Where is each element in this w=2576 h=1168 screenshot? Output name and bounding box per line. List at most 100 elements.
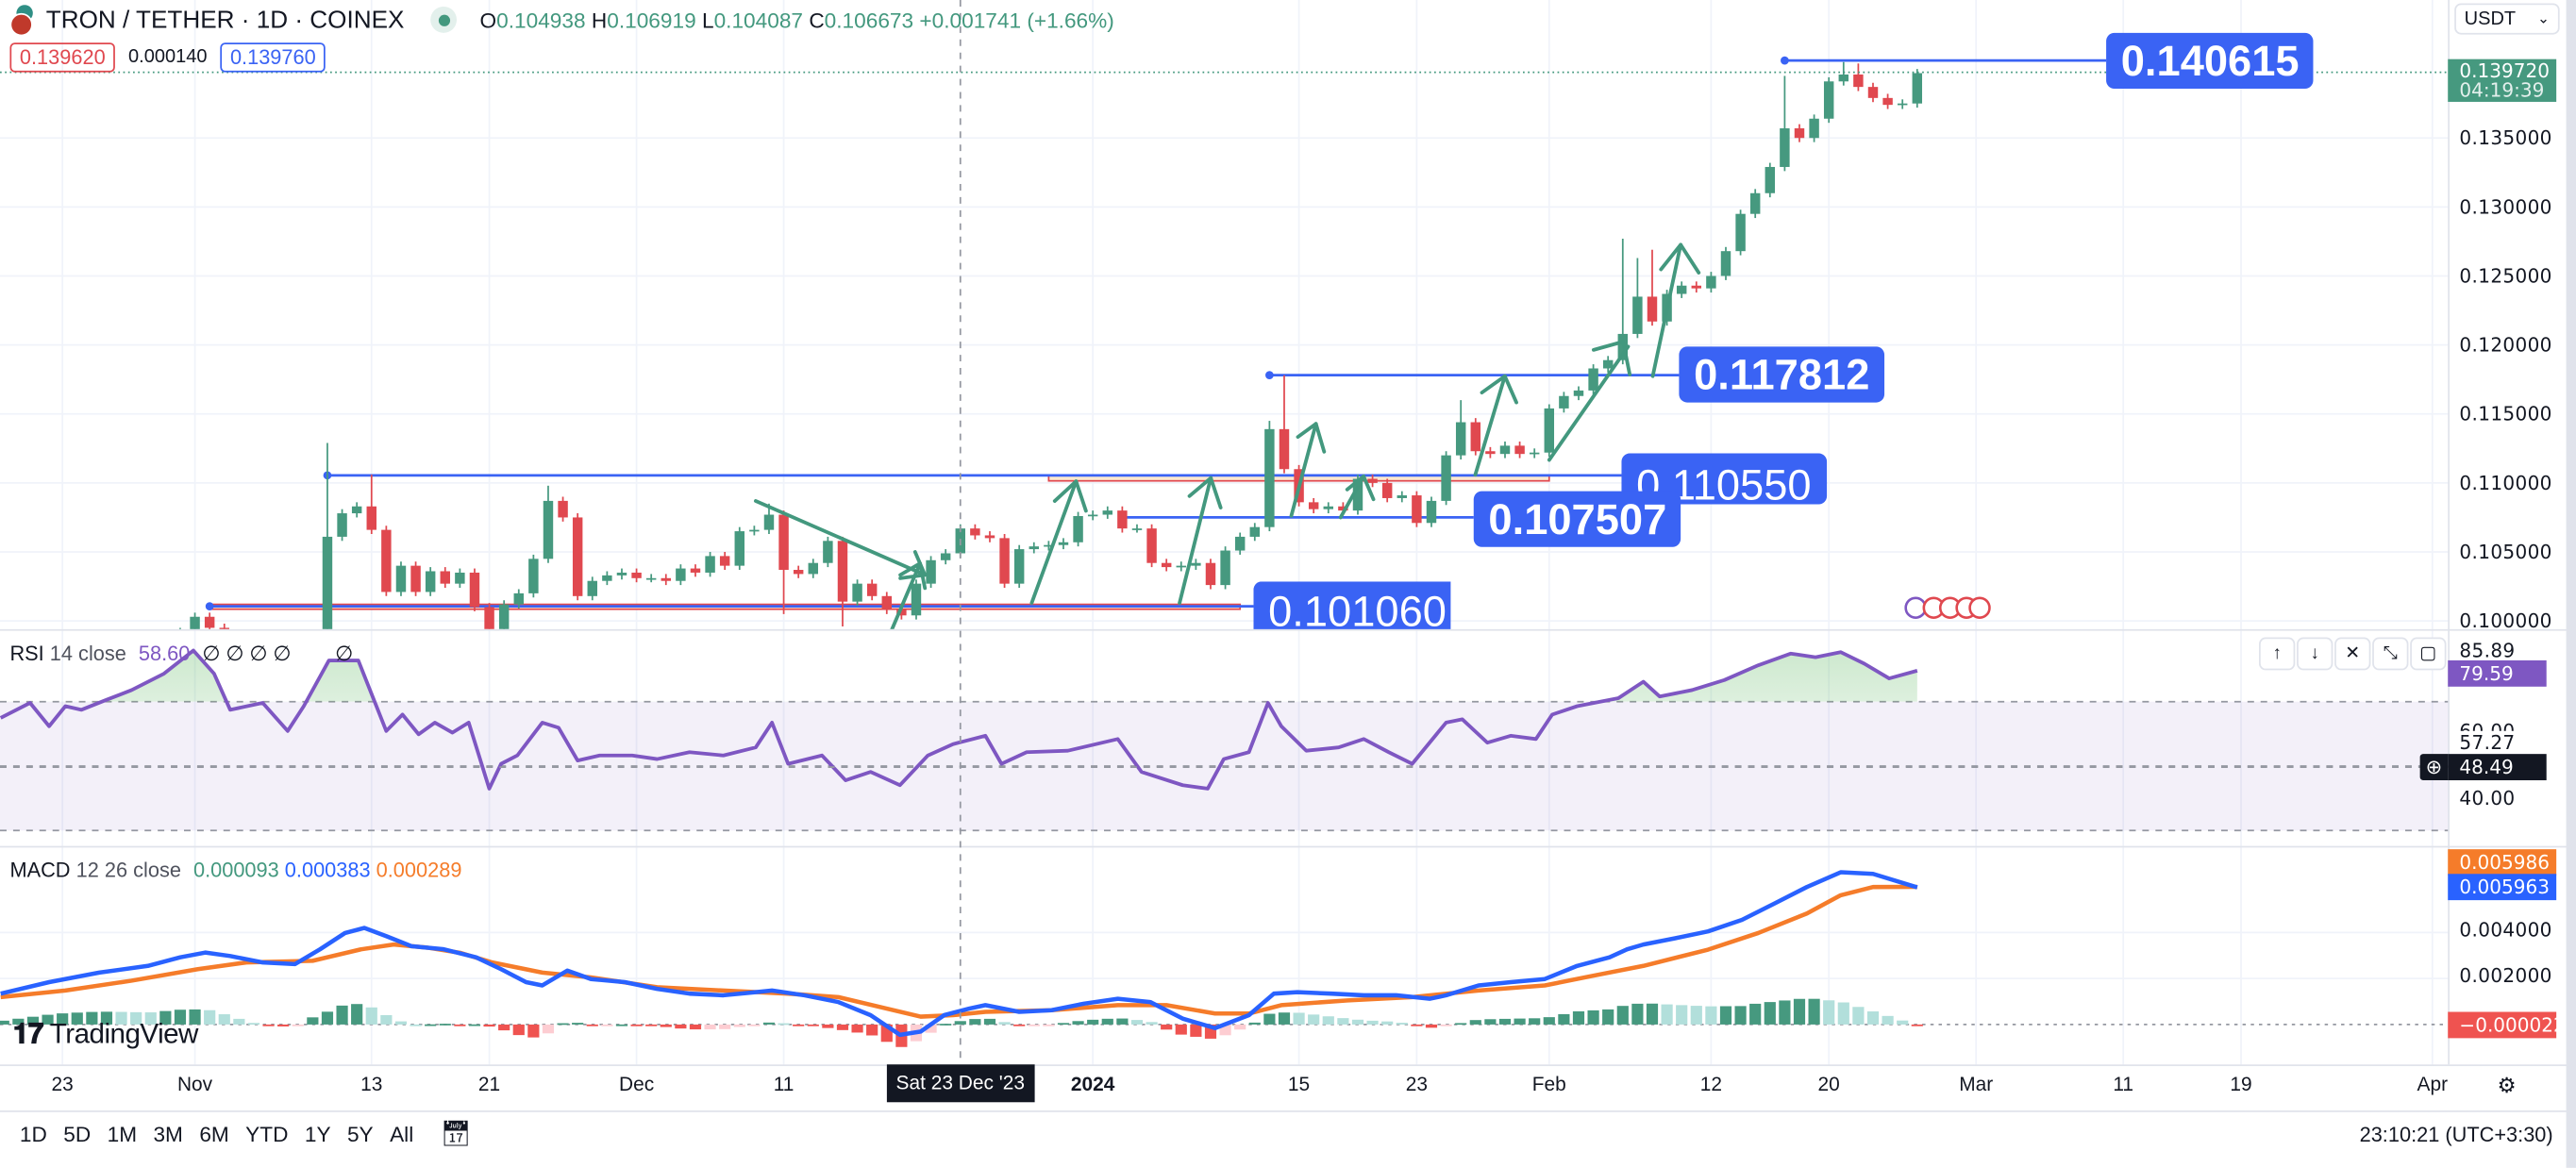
macd-histogram-bar	[1558, 1013, 1570, 1025]
macd-histogram-bar	[1529, 1018, 1541, 1025]
price-axis-label: 0.115000	[2459, 402, 2552, 425]
maximize-pane-button[interactable]: ▢	[2410, 637, 2447, 671]
buy-price-button[interactable]: 0.139760	[220, 42, 326, 73]
currency-label: USDT	[2464, 8, 2517, 29]
level-label-0.117812[interactable]: 0.117812	[1679, 346, 1885, 403]
macd-histogram-bar	[1366, 1020, 1379, 1025]
macd-legend[interactable]: MACD 12 26 close 0.000093 0.000383 0.000…	[9, 859, 461, 882]
candle-body	[1499, 445, 1511, 455]
sell-price-button[interactable]: 0.139620	[9, 42, 116, 73]
symbol-title[interactable]: TRON / TETHER · 1D · COINEX	[45, 6, 405, 34]
macd-histogram-bar	[1779, 1000, 1791, 1025]
macd-histogram-bar	[1293, 1012, 1305, 1025]
candle-body	[1912, 73, 1923, 104]
price-axis-label: 0.130000	[2459, 195, 2552, 219]
level-label-0.140615[interactable]: 0.140615	[2106, 32, 2315, 90]
period-button-3m[interactable]: 3M	[153, 1122, 183, 1147]
macd-histogram-bar	[527, 1024, 540, 1038]
arrow-drawing	[1650, 242, 1683, 378]
macd-histogram-bar	[762, 1022, 776, 1025]
period-button-5d[interactable]: 5D	[63, 1122, 92, 1147]
macd-histogram-bar	[836, 1024, 849, 1030]
macd-histogram-bar	[307, 1017, 319, 1025]
candle-body	[1234, 536, 1246, 551]
candle-body	[440, 571, 450, 584]
close-label: C	[809, 7, 825, 32]
period-button-6m[interactable]: 6M	[199, 1122, 229, 1147]
candle-body	[498, 604, 510, 629]
candle-body	[513, 592, 524, 605]
period-button-1m[interactable]: 1M	[107, 1122, 138, 1147]
period-button-1d[interactable]: 1D	[19, 1122, 47, 1147]
tradingview-logo[interactable]: 𝟏𝟕 TradingView	[13, 1018, 199, 1051]
time-axis-label: 11	[2113, 1072, 2134, 1096]
candle-body	[676, 568, 686, 581]
timezone-clock[interactable]: 23:10:21 (UTC+3:30)	[2359, 1123, 2553, 1147]
candle-body	[395, 565, 407, 592]
time-axis-label: 13	[360, 1072, 383, 1096]
market-status-icon[interactable]	[430, 6, 458, 33]
low-label: L	[701, 7, 714, 32]
candle-body	[690, 568, 701, 573]
arrow-drawing	[753, 499, 928, 577]
arrow-drawing	[1296, 422, 1327, 454]
candle-body	[1529, 452, 1540, 455]
macd-histogram-bar	[247, 1023, 260, 1025]
macd-histogram-bar	[1130, 1020, 1144, 1025]
move-pane-up-button[interactable]: ↑	[2259, 637, 2296, 671]
macd-histogram-bar	[130, 1011, 142, 1025]
calendar-range-icon[interactable]: 📅︎	[440, 1120, 472, 1149]
arrow-drawing	[1480, 374, 1518, 405]
economic-events-flags-icon[interactable]	[1904, 596, 1991, 619]
candle-body	[645, 577, 657, 580]
candle-body	[984, 535, 995, 539]
candle-body	[587, 580, 597, 596]
move-pane-down-button[interactable]: ↓	[2297, 637, 2333, 671]
rsi-overbought-fill	[0, 650, 1917, 702]
candle-body	[1838, 74, 1849, 82]
chart-settings-icon[interactable]: ⚙	[2497, 1072, 2517, 1098]
macd-histogram-bar	[1425, 1024, 1438, 1028]
time-axis-label: Nov	[176, 1072, 213, 1096]
time-axis-label: 21	[477, 1072, 501, 1096]
macd-histogram-bar	[615, 1024, 628, 1026]
candle-body	[1559, 395, 1569, 409]
period-button-all[interactable]: All	[390, 1122, 414, 1147]
candle-body	[308, 642, 317, 656]
macd-histogram-bar	[1498, 1018, 1512, 1025]
macd-histogram-bar	[26, 1016, 40, 1025]
rsi-legend[interactable]: RSI 14 close 58.60 ∅ ∅ ∅ ∅	[9, 641, 291, 665]
period-button-1y[interactable]: 1Y	[304, 1122, 331, 1147]
macd-histogram-bar	[733, 1024, 745, 1027]
candle-body	[1397, 495, 1408, 498]
macd-histogram-bar	[689, 1024, 702, 1030]
candle-body	[1720, 251, 1731, 276]
macd-histogram-bar	[998, 1022, 1011, 1025]
delete-pane-button[interactable]: ✕	[2334, 637, 2371, 671]
macd-histogram-bar	[1808, 998, 1820, 1025]
period-button-5y[interactable]: 5Y	[346, 1122, 374, 1147]
macd-histogram-bar	[1484, 1019, 1497, 1025]
currency-dropdown[interactable]: USDT ⌄	[2454, 3, 2560, 35]
tron-logo-icon	[9, 5, 36, 37]
period-button-ytd[interactable]: YTD	[245, 1122, 289, 1147]
candle-body	[1381, 482, 1393, 498]
macd-histogram-bar	[1897, 1020, 1909, 1025]
arrow-drawing	[1473, 374, 1507, 477]
macd-histogram-bar	[851, 1024, 863, 1033]
rsi-na-marks: ∅ ∅ ∅ ∅	[202, 642, 292, 666]
level-label-0.101060[interactable]: 0.101060	[1253, 581, 1451, 629]
candle-body	[1205, 562, 1216, 586]
macd-histogram-bar	[233, 1018, 245, 1025]
level-label-0.107507[interactable]: 0.107507	[1473, 491, 1681, 547]
candle-body	[410, 565, 421, 592]
collapse-pane-button[interactable]: ⤡	[2372, 637, 2409, 671]
macd-line	[0, 870, 1918, 1038]
candle-body	[1676, 285, 1687, 294]
macd-histogram-bar	[1116, 1018, 1129, 1025]
macd-histogram-bar	[1455, 1023, 1467, 1026]
macd-histogram-bar	[410, 1024, 422, 1026]
macd-histogram-bar	[1396, 1023, 1408, 1025]
add-plus-button[interactable]: ⊕	[2419, 754, 2449, 781]
